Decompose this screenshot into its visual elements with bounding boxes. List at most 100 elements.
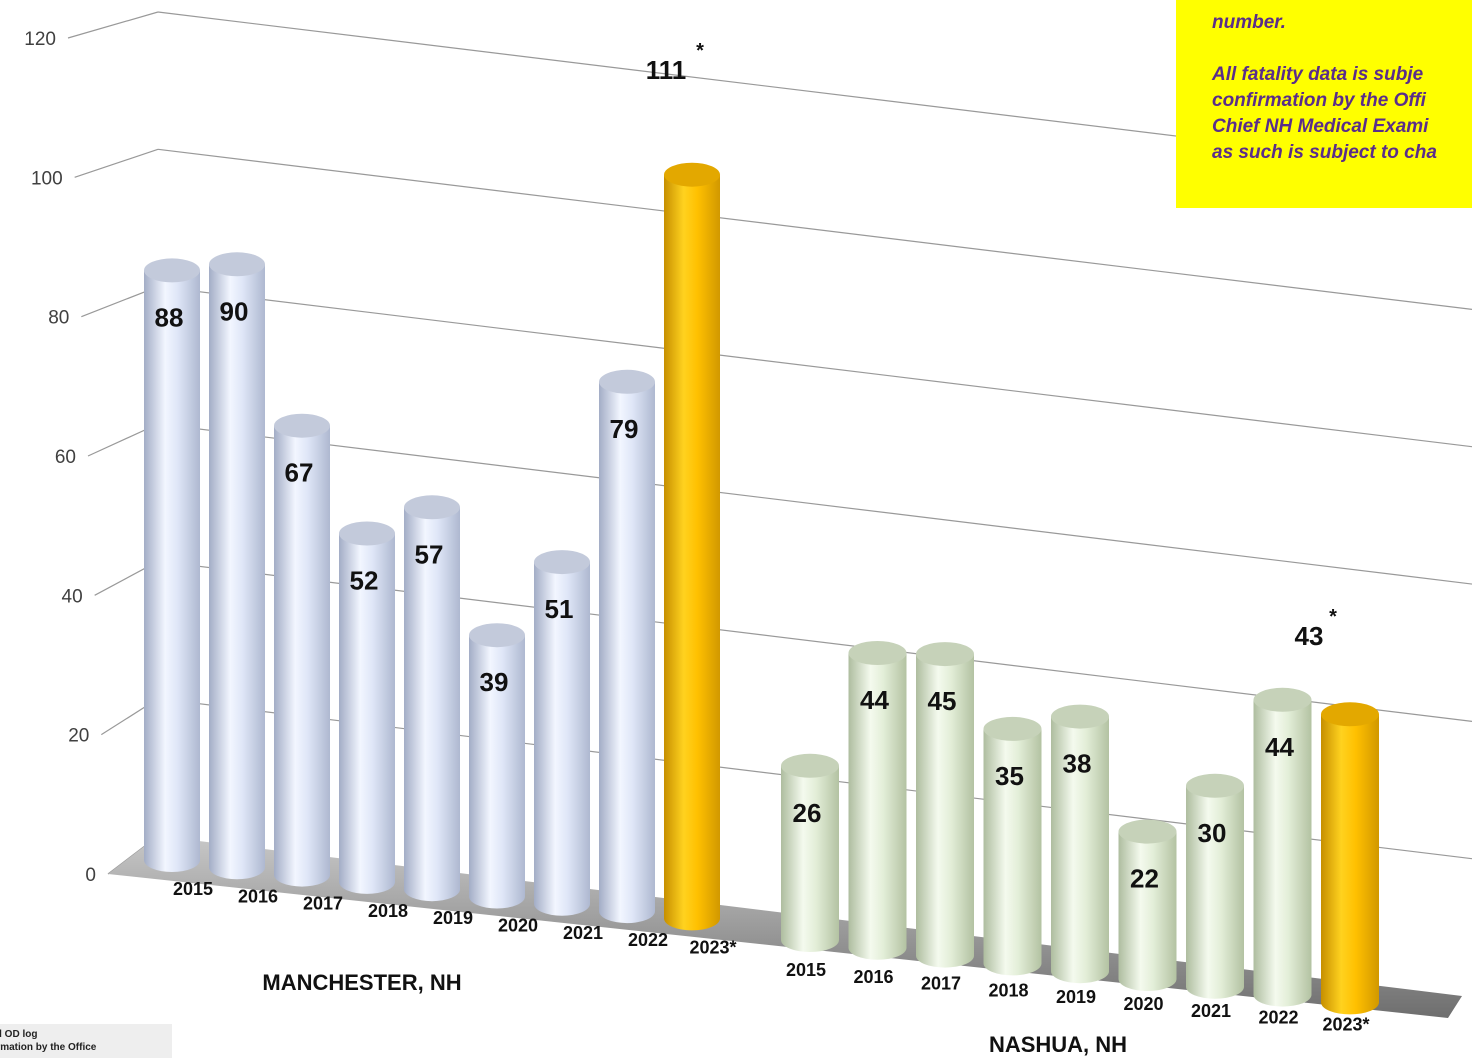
category-label: 2018 (988, 980, 1028, 1000)
labels: 88 2015 90 2016 67 2017 52 2018 57 2019 39 2020 51 20… (155, 40, 1370, 1057)
bar (209, 264, 265, 880)
bar-cap (848, 641, 907, 665)
bar-cap (1321, 702, 1379, 727)
bar-cap (209, 252, 265, 277)
category-label: 2020 (1123, 994, 1163, 1014)
bar (664, 174, 720, 931)
category-label: 2017 (303, 894, 343, 914)
bar-value-label: 67 (285, 458, 314, 488)
bar-value-label: 90 (220, 296, 249, 326)
category-label: 2021 (563, 923, 603, 943)
bar-value-label: 79 (610, 414, 639, 444)
category-label: 2016 (238, 886, 278, 906)
category-label: 2019 (433, 908, 473, 928)
bar (274, 425, 330, 887)
category-label: 2022 (628, 930, 668, 950)
y-tick-label: 20 (68, 726, 89, 747)
bar-cap (664, 162, 720, 187)
bar-cap (1051, 704, 1109, 729)
bar-cap (599, 369, 655, 394)
note-line: confirmation by the Offi (1212, 90, 1426, 111)
category-label: 2015 (173, 879, 213, 899)
footnote-line: onfirmation by the Office (0, 1042, 97, 1053)
note-line: number. (1212, 12, 1286, 33)
bar-value-label: 45 (928, 686, 957, 716)
y-tick-label: 40 (62, 586, 83, 607)
bar-value-label: 111 (646, 55, 687, 85)
group-label: MANCHESTER, NH (262, 970, 461, 995)
bar (144, 270, 200, 872)
note-line: All fatality data is subje confirmation … (1212, 62, 1472, 166)
bar (534, 562, 590, 916)
y-axis: 0 20 40 60 80 100 120 (24, 29, 96, 886)
bar-cap (339, 521, 395, 546)
bar-value-label: 43 (1295, 621, 1324, 651)
gridline (157, 423, 1472, 585)
y-tick-label: 60 (55, 447, 76, 468)
bar-value-label: 35 (995, 761, 1024, 791)
note-line: Chief NH Medical Exami (1212, 116, 1429, 137)
bar-cap (144, 258, 200, 283)
bar-value-label: 52 (350, 566, 379, 596)
footnote-line: pioid OD log (0, 1029, 38, 1040)
note-line: as such is subject to cha (1212, 142, 1437, 163)
source-footnote: pioid OD log onfirmation by the Office (0, 1024, 172, 1058)
bar-value-label: 38 (1063, 749, 1092, 779)
bar-cap (781, 753, 839, 778)
bar (404, 507, 460, 902)
bar-cap (404, 495, 460, 520)
group-label: NASHUA, NH (989, 1032, 1127, 1057)
bar-cap (274, 413, 330, 438)
category-label: 2023* (689, 937, 736, 957)
bar-value-label: 88 (155, 302, 184, 332)
bar-cap (1186, 773, 1244, 798)
bar-cap (1253, 687, 1312, 712)
bar-cap (534, 550, 590, 575)
category-label: 2019 (1056, 987, 1096, 1007)
category-label: 2018 (368, 901, 408, 921)
bar-cap (469, 623, 525, 648)
gridline-edge (74, 148, 159, 178)
bar-value-label: 39 (480, 667, 509, 697)
bar (599, 381, 655, 924)
category-label: 2017 (921, 974, 961, 994)
category-label: 2020 (498, 916, 538, 936)
bar-cap (1118, 819, 1177, 844)
bar-cap (983, 716, 1042, 741)
bars (144, 162, 1379, 1015)
bar-value-label: 44 (1265, 732, 1294, 762)
bar (781, 765, 839, 952)
y-tick-label: 100 (31, 168, 63, 189)
bar (916, 654, 974, 968)
bar (1118, 831, 1177, 991)
bar (983, 728, 1042, 976)
bar-value-label: 44 (860, 685, 889, 715)
bar (339, 533, 395, 894)
highlight-asterisk: * (1329, 606, 1337, 628)
category-label: 2023* (1322, 1014, 1369, 1034)
note-line: All fatality data is subje (1212, 64, 1424, 85)
bar (1253, 699, 1312, 1007)
y-tick-label: 120 (24, 29, 56, 50)
y-tick-label: 80 (48, 308, 69, 329)
bar-cap (916, 642, 974, 667)
bar (1186, 785, 1244, 999)
category-label: 2022 (1258, 1008, 1298, 1028)
category-label: 2015 (786, 960, 826, 980)
y-tick-label: 0 (85, 865, 96, 886)
bar-value-label: 22 (1130, 864, 1159, 894)
data-disclaimer-note: number. All fatality data is subje confi… (1176, 0, 1472, 208)
bar (1321, 714, 1379, 1015)
bar (848, 653, 907, 960)
bar-value-label: 26 (793, 798, 822, 828)
highlight-asterisk: * (696, 40, 704, 62)
category-label: 2021 (1191, 1001, 1231, 1021)
bar-value-label: 57 (415, 539, 444, 569)
bar (1051, 716, 1109, 984)
category-label: 2016 (853, 967, 893, 987)
bar-value-label: 51 (545, 594, 574, 624)
bar-value-label: 30 (1198, 818, 1227, 848)
gridline (157, 286, 1472, 448)
gridline (157, 148, 1472, 310)
